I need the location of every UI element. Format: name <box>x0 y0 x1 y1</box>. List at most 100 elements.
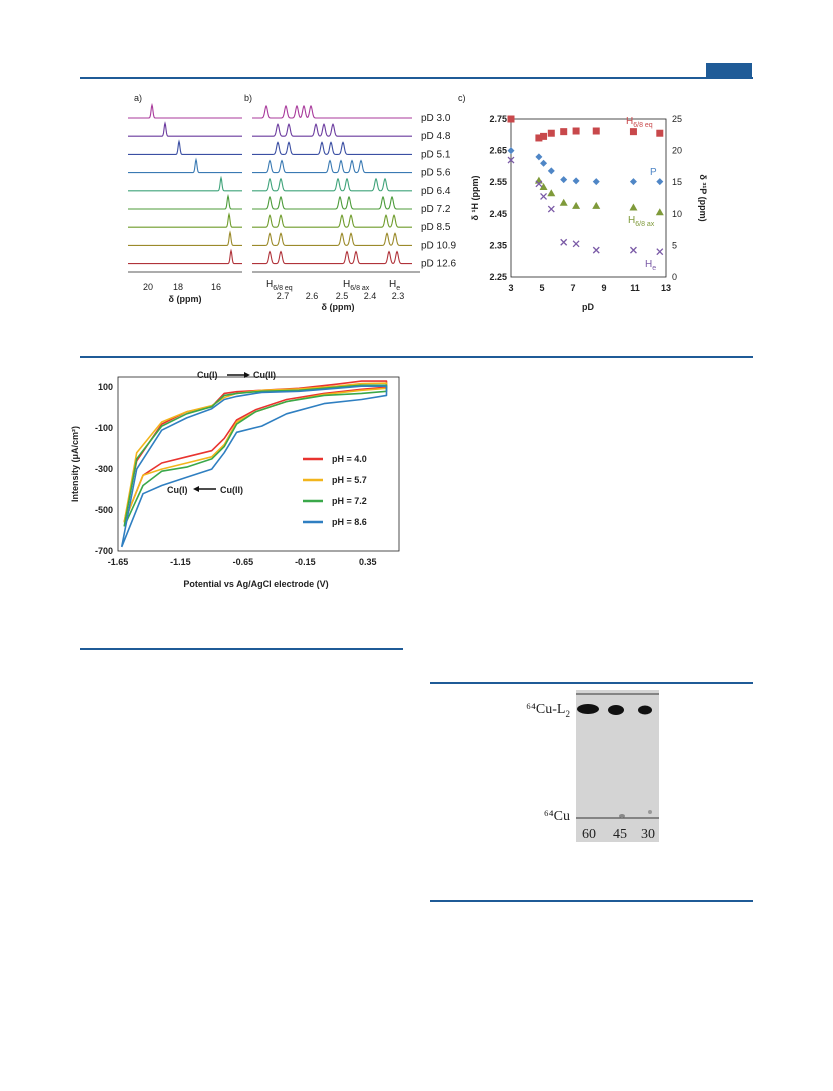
pd-ytick-left: 2.55 <box>489 177 507 187</box>
radio-tlc-image: ⁶⁴Cu-L2 ⁶⁴Cu 60 45 30 <box>526 690 659 842</box>
nmr-trace-b <box>252 232 412 246</box>
pd-point <box>535 180 543 188</box>
pd-point <box>540 192 548 200</box>
nmr-trace-a <box>128 121 242 137</box>
cv-frame <box>117 376 400 552</box>
cv-annotation: Cu(II) <box>253 370 276 380</box>
pd-point <box>629 246 637 254</box>
peak-label-h-eq: H6/8 eq <box>266 279 293 292</box>
tlc-spot-faint <box>619 814 625 818</box>
nmr-trace-a <box>128 230 242 246</box>
pd-label: pD 4.8 <box>421 131 451 142</box>
nmr-trace-a <box>128 193 242 210</box>
tlc-plate <box>576 690 659 842</box>
pd-point <box>592 201 601 209</box>
panel-a-tick: 20 <box>143 282 153 292</box>
cv-xtick: -1.65 <box>108 557 129 567</box>
figure-rule-3 <box>430 682 753 684</box>
pd-point <box>572 177 580 185</box>
pd-xtick: 7 <box>570 283 575 293</box>
nmr-traces <box>128 102 412 265</box>
pd-point <box>656 129 664 137</box>
nmr-trace-b <box>252 250 412 265</box>
tlc-label-cu-l2: ⁶⁴Cu-L2 <box>526 702 570 719</box>
pd-plot-ylabel-right: δ ³¹P (ppm) <box>698 174 708 221</box>
header-rule <box>80 77 753 79</box>
cv-xtick: -0.65 <box>233 557 254 567</box>
pd-ytick-right: 20 <box>672 146 682 156</box>
cv-arrowhead-right <box>244 372 250 378</box>
pd-ytick-left: 2.35 <box>489 240 507 250</box>
pd-point <box>547 189 556 197</box>
pd-label: pD 8.5 <box>421 222 451 233</box>
cv-series-line <box>120 385 388 548</box>
nmr-trace-a <box>128 212 242 228</box>
cv-legend-label: pH = 7.2 <box>332 496 367 506</box>
legend-h68eq: H6/8 eq <box>626 116 653 129</box>
panel-b-tick: 2.3 <box>392 291 405 301</box>
pd-point <box>629 178 637 186</box>
pd-plot-xlabel: pD <box>582 302 594 312</box>
figure-rule-1 <box>80 356 753 358</box>
nmr-trace-a <box>128 248 242 265</box>
legend-he: He <box>645 259 656 272</box>
pd-point <box>560 128 568 136</box>
pd-xtick: 11 <box>630 283 640 293</box>
nmr-trace-b <box>252 159 412 174</box>
nmr-trace-b <box>252 195 412 210</box>
pd-label: pD 3.0 <box>421 113 451 124</box>
pd-point <box>629 203 638 211</box>
nmr-trace-b <box>252 177 412 192</box>
pd-ytick-left: 2.65 <box>489 146 507 156</box>
nmr-trace-b <box>252 123 412 137</box>
nmr-trace-a <box>128 102 242 119</box>
pd-label: pD 10.9 <box>421 240 456 251</box>
panel-b-xlabel: δ (ppm) <box>322 302 355 312</box>
cv-ytick: 100 <box>98 382 113 392</box>
pd-ytick-right: 10 <box>672 209 682 219</box>
cv-xtick: 0.35 <box>359 557 377 567</box>
panel-a-tick: 16 <box>211 282 221 292</box>
nmr-trace-b <box>252 141 412 155</box>
pd-plot-ylabel-left: δ ¹H (ppm) <box>470 176 480 221</box>
pd-point <box>507 156 515 164</box>
cv-ytick: -300 <box>95 464 113 474</box>
pd-ytick-right: 0 <box>672 272 677 282</box>
pd-point <box>572 240 580 248</box>
pd-point <box>560 238 568 246</box>
pd-point <box>655 208 664 216</box>
panel-a-xlabel: δ (ppm) <box>169 294 202 304</box>
nmr-trace-b <box>252 104 412 119</box>
pd-ytick-left: 2.45 <box>489 209 507 219</box>
nmr-trace-a <box>128 157 242 174</box>
pd-label: pD 7.2 <box>421 204 451 215</box>
cv-legend-label: pH = 5.7 <box>332 475 367 485</box>
panel-a-label: a) <box>134 93 142 103</box>
figure-rule-2 <box>80 648 403 650</box>
cv-arrowhead-left <box>193 486 199 492</box>
cv-xlabel: Potential vs Ag/AgCl electrode (V) <box>183 579 328 589</box>
cyclic-voltammogram: -1.65 -1.15 -0.65 -0.15 0.35 100 -100 -300 -500 -… <box>70 370 400 589</box>
tlc-spot-faint <box>648 810 652 814</box>
pd-xtick: 13 <box>661 283 671 293</box>
pd-labels: pD 3.0 pD 4.8 pD 5.1 pD 5.6 pD 6.4 pD 7.2 pD 8… <box>421 113 456 270</box>
nmr-stacked-spectra: a) b) 20 18 16 δ (ppm) 2.7 2.6 2.5 2.4 2… <box>128 93 456 312</box>
cv-annotation: Cu(I) <box>197 370 218 380</box>
pd-ytick-right: 25 <box>672 114 682 124</box>
pd-point <box>572 127 580 135</box>
pd-label: pD 12.6 <box>421 259 456 270</box>
pd-point <box>540 132 548 140</box>
pd-ytick-left: 2.25 <box>489 272 507 282</box>
pd-point <box>560 176 568 184</box>
pd-point <box>592 127 600 135</box>
pd-point <box>535 153 543 161</box>
pd-point <box>535 134 543 142</box>
pd-point <box>507 147 515 155</box>
pd-point <box>539 182 548 190</box>
nmr-trace-b <box>252 214 412 228</box>
pd-ytick-right: 15 <box>672 177 682 187</box>
panel-b-tick: 2.4 <box>364 291 377 301</box>
header-tab <box>706 63 752 78</box>
tlc-lane-label: 30 <box>641 827 655 842</box>
tlc-lane-label: 60 <box>582 827 596 842</box>
